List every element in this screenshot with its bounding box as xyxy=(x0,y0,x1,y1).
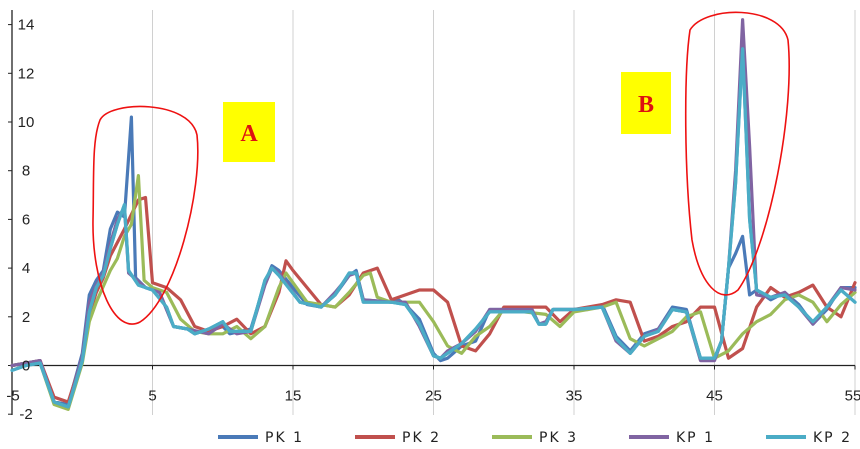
x-tick-label-4: 35 xyxy=(566,388,583,405)
x-tick-label-5: 45 xyxy=(706,388,723,405)
x-tick-label-1: 5 xyxy=(148,388,156,405)
legend-label-kp-2: KP 2 xyxy=(813,430,852,446)
legend-label-pk-3: PK 3 xyxy=(539,430,578,446)
y-tick-label-4: 6 xyxy=(22,211,30,228)
annotation-outline-a xyxy=(92,105,199,325)
y-tick-label-2: 2 xyxy=(22,309,30,326)
y-tick-label-6: 10 xyxy=(18,114,35,131)
x-tick-label-2: 15 xyxy=(285,388,302,405)
legend-label-kp-1: KP 1 xyxy=(676,430,715,446)
grid-lines xyxy=(152,10,856,415)
annotation-label-b: B xyxy=(638,92,654,118)
annotation-box-a xyxy=(223,102,275,162)
y-tick-label-1: 0 xyxy=(22,358,30,375)
legend: PK 1 PK 2 PK 3 KP 1 KP 2 xyxy=(218,430,852,446)
y-tick-label-7: 12 xyxy=(18,65,35,82)
annotation-outline-b xyxy=(684,11,790,296)
y-tick-label-8: 14 xyxy=(18,17,35,34)
tick-labels: -2 0 2 4 6 8 10 12 14 -5 5 15 25 35 45 55 xyxy=(6,17,860,424)
axes xyxy=(8,10,856,415)
x-tick-label-6: 55 xyxy=(845,388,860,405)
annotations: AB xyxy=(92,11,790,325)
x-tick-label-3: 25 xyxy=(425,388,442,405)
annotation-box-b xyxy=(621,72,671,134)
legend-label-pk-2: PK 2 xyxy=(402,430,441,446)
y-tick-label-5: 8 xyxy=(22,163,30,180)
y-tick-label-3: 4 xyxy=(22,260,30,277)
annotation-label-a: A xyxy=(240,121,258,147)
y-tick-label-0: -2 xyxy=(19,406,32,423)
series-lines xyxy=(10,18,857,411)
x-tick-label-0: -5 xyxy=(6,388,19,405)
legend-label-pk-1: PK 1 xyxy=(265,430,304,446)
series-line-kp-2-overlay xyxy=(10,47,857,409)
